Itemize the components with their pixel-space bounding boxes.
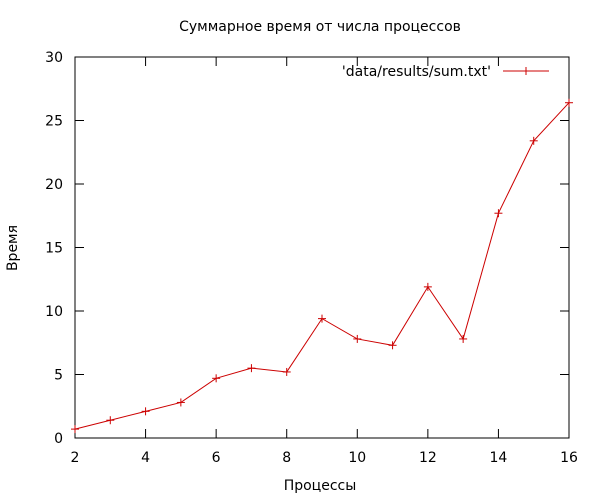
y-tick-label: 10 [45, 304, 63, 320]
y-tick-label: 25 [45, 114, 63, 130]
legend-marker [522, 67, 530, 75]
x-tick-label: 2 [71, 450, 80, 466]
data-point [318, 314, 326, 323]
data-point [141, 407, 150, 416]
data-point [282, 367, 291, 376]
y-tick-label: 15 [45, 241, 63, 257]
x-tick-label: 8 [282, 450, 291, 466]
y-tick-label: 5 [54, 368, 63, 384]
series-group [71, 98, 573, 434]
y-tick-label: 0 [54, 431, 63, 447]
data-point [176, 398, 185, 407]
plot-frame [74, 56, 570, 439]
data-point [388, 341, 397, 350]
y-tick-label: 30 [45, 50, 63, 66]
y-axis-label: Время [5, 225, 21, 271]
x-axis-label: Процессы [284, 478, 357, 494]
x-tick-label: 10 [348, 450, 366, 466]
data-point [423, 282, 432, 291]
y-tick-label: 20 [45, 177, 63, 193]
series-line [74, 102, 570, 430]
legend: 'data/results/sum.txt' [342, 64, 549, 80]
data-point [106, 416, 115, 425]
x-tick-label: 6 [212, 450, 221, 466]
data-point [459, 334, 468, 343]
data-point [71, 425, 79, 434]
data-point [529, 136, 538, 145]
data-point [247, 364, 256, 373]
axes [74, 56, 570, 439]
x-tick-label: 14 [490, 450, 508, 466]
data-point [565, 98, 573, 107]
tick-marks [74, 56, 570, 439]
tick-labels: 2 4 6 8 10 12 14 16 0 5 10 15 20 25 30 [45, 50, 578, 466]
legend-label: 'data/results/sum.txt' [342, 64, 491, 80]
data-point [212, 374, 221, 383]
x-tick-label: 12 [419, 450, 437, 466]
x-tick-label: 4 [141, 450, 150, 466]
data-point [353, 334, 362, 343]
chart-title: Суммарное время от числа процессов [179, 19, 461, 35]
x-tick-label: 16 [560, 450, 578, 466]
data-point [494, 209, 503, 218]
